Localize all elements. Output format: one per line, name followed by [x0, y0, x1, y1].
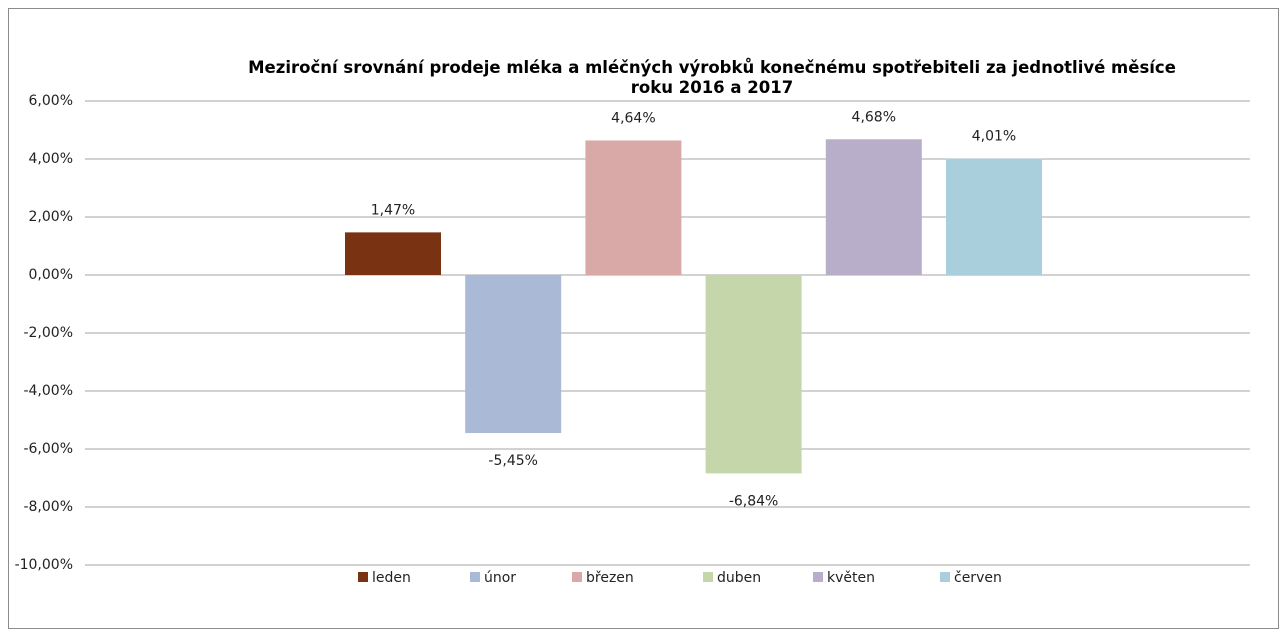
legend-label: červen [954, 570, 1002, 586]
data-label: 4,68% [852, 109, 896, 125]
y-tick-label: 2,00% [29, 209, 73, 225]
bar [465, 275, 562, 434]
chart-title: Meziroční srovnání prodeje mléka a mléčn… [248, 58, 1176, 97]
legend-label: únor [484, 570, 516, 586]
legend-swatch [813, 572, 823, 582]
y-tick-label: -8,00% [23, 499, 73, 515]
y-tick-label: -6,00% [23, 441, 73, 457]
legend-swatch [940, 572, 950, 582]
data-label: 4,01% [972, 129, 1016, 145]
legend-swatch [703, 572, 713, 582]
legend-label: leden [372, 570, 411, 586]
y-tick-label: -4,00% [23, 383, 73, 399]
chart-border [8, 8, 1279, 629]
data-label: -6,84% [729, 493, 779, 509]
legend-label: květen [827, 570, 875, 586]
y-tick-label: 6,00% [29, 93, 73, 109]
data-label: 4,64% [611, 110, 655, 126]
bar [705, 275, 802, 474]
data-label: 1,47% [371, 202, 415, 218]
bar [825, 139, 922, 275]
bar [585, 140, 682, 275]
y-tick-label: -2,00% [23, 325, 73, 341]
legend-label: březen [586, 570, 634, 586]
y-tick-label: 0,00% [29, 267, 73, 283]
bar [946, 158, 1042, 275]
y-tick-label: -10,00% [15, 557, 73, 573]
y-tick-label: 4,00% [29, 151, 73, 167]
bar [345, 232, 441, 275]
data-label: -5,45% [488, 453, 538, 469]
legend-swatch [358, 572, 368, 582]
legend-label: duben [717, 570, 761, 586]
legend-swatch [572, 572, 582, 582]
legend-swatch [470, 572, 480, 582]
